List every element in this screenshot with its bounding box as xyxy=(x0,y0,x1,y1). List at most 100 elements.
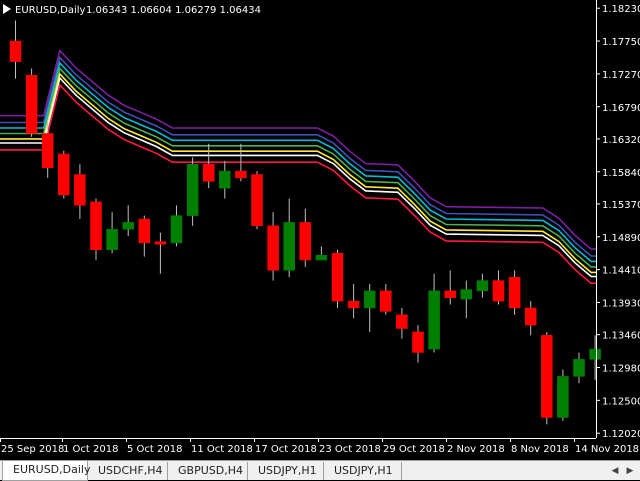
candle-body xyxy=(557,376,569,418)
candle-body xyxy=(154,241,167,245)
candle-body xyxy=(331,252,344,302)
candle xyxy=(557,369,569,421)
symbol-label: EURUSD,Daily xyxy=(15,5,86,16)
candle-body xyxy=(508,276,521,309)
price-tick-label: 1.12020 xyxy=(602,429,640,440)
tab-eurusd-daily[interactable]: EURUSD,Daily xyxy=(2,461,90,481)
candle xyxy=(138,215,151,257)
time-tick-label: 17 Oct 2018 xyxy=(255,444,317,455)
candle-body xyxy=(122,222,134,230)
price-tick-label: 1.15370 xyxy=(602,200,640,211)
candle xyxy=(9,20,22,79)
envelope-band-line xyxy=(0,83,596,285)
time-tick-label: 25 Sep 2018 xyxy=(1,444,64,455)
candle xyxy=(412,325,424,363)
candle xyxy=(170,205,183,247)
candle-body xyxy=(299,222,312,261)
time-tick-label: 14 Nov 2018 xyxy=(575,444,639,455)
candle xyxy=(219,160,231,199)
candle-body xyxy=(380,290,392,312)
candle xyxy=(283,198,295,278)
candle-body xyxy=(58,153,70,196)
candle-body xyxy=(347,300,360,309)
candle-body xyxy=(428,290,440,350)
candle-body xyxy=(492,280,505,302)
tab-usdchf-h4[interactable]: USDCHF,H4 xyxy=(88,462,168,480)
candle xyxy=(186,157,199,226)
tab-usdjpy-h1-b[interactable]: USDJPY,H1 xyxy=(324,462,402,480)
candle xyxy=(122,205,134,237)
candle-body xyxy=(219,170,231,189)
candle xyxy=(251,171,263,230)
time-tick-label: 29 Oct 2018 xyxy=(383,444,445,455)
candle-body xyxy=(170,215,183,244)
chart-area[interactable]: 1.18230 1.17750 1.17270 1.16790 1.16320 1.158… xyxy=(0,0,640,460)
candle xyxy=(589,335,601,380)
candle xyxy=(380,284,392,315)
candle xyxy=(106,212,118,254)
tab-usdjpy-h1-a[interactable]: USDJPY,H1 xyxy=(248,462,324,480)
tab-scroll-controls: ◀ ▶ xyxy=(608,464,638,478)
time-tick-label: 2 Nov 2018 xyxy=(447,444,505,455)
candle-body xyxy=(74,174,86,206)
candle xyxy=(267,212,279,281)
envelope-band-line xyxy=(0,48,596,250)
arrow-left-icon[interactable]: ◀ xyxy=(611,466,619,476)
tab-gbpusd-h4[interactable]: GBPUSD,H4 xyxy=(168,462,248,480)
chart-tabs-bar: EURUSD,Daily USDCHF,H4 GBPUSD,H4 USDJPY,… xyxy=(0,460,640,481)
time-tick-label: 1 Oct 2018 xyxy=(63,444,118,455)
candle-body xyxy=(186,164,199,216)
candle xyxy=(25,68,38,137)
time-tick-label: 11 Oct 2018 xyxy=(191,444,253,455)
price-axis: 1.18230 1.17750 1.17270 1.16790 1.16320 1.158… xyxy=(0,0,640,440)
candle-body xyxy=(444,290,456,298)
envelope-band-line xyxy=(0,66,596,268)
candle xyxy=(41,119,54,178)
price-tick-label: 1.12980 xyxy=(602,364,640,375)
price-tick-label: 1.18230 xyxy=(602,4,640,15)
candle xyxy=(444,270,456,305)
candle-body xyxy=(589,348,601,360)
candle xyxy=(90,198,102,261)
candle xyxy=(508,270,521,315)
candle xyxy=(58,150,70,199)
envelope-band-line xyxy=(0,55,596,257)
candle-body xyxy=(476,280,489,292)
candle-body xyxy=(267,225,279,271)
candle xyxy=(235,143,247,182)
candle-body xyxy=(9,40,22,62)
candle-body xyxy=(202,164,215,182)
candles xyxy=(9,20,601,425)
candle xyxy=(428,273,440,353)
candle-body xyxy=(541,335,553,418)
envelope-band-line xyxy=(0,61,596,263)
chart-info-label: EURUSD,Daily 1.06343 1.06604 1.06279 1.0… xyxy=(3,4,261,16)
candle xyxy=(396,307,408,339)
candle xyxy=(524,301,537,336)
candle xyxy=(541,331,553,425)
candle xyxy=(573,352,585,384)
candle xyxy=(347,284,360,319)
candle-body xyxy=(460,289,473,300)
price-chart[interactable]: 1.18230 1.17750 1.17270 1.16790 1.16320 1.158… xyxy=(0,0,640,460)
candle xyxy=(331,249,344,308)
arrow-right-icon[interactable]: ▶ xyxy=(626,466,634,476)
candle-body xyxy=(235,170,247,179)
price-tick-label: 1.17270 xyxy=(602,70,640,81)
candle-body xyxy=(25,75,38,134)
candle-body xyxy=(41,133,54,168)
candle-body xyxy=(251,174,263,227)
candle xyxy=(315,246,328,261)
candle xyxy=(202,143,215,189)
candle xyxy=(492,270,505,305)
candle-body xyxy=(363,290,376,309)
envelope-bands xyxy=(0,48,596,285)
chart-info-icon xyxy=(3,4,11,14)
candle-body xyxy=(573,359,585,377)
price-tick-label: 1.13460 xyxy=(602,331,640,342)
candle xyxy=(154,232,167,274)
price-tick-label: 1.16790 xyxy=(602,103,640,114)
time-tick-label: 8 Nov 2018 xyxy=(511,444,569,455)
candle xyxy=(74,164,86,219)
price-tick-label: 1.13930 xyxy=(602,298,640,309)
